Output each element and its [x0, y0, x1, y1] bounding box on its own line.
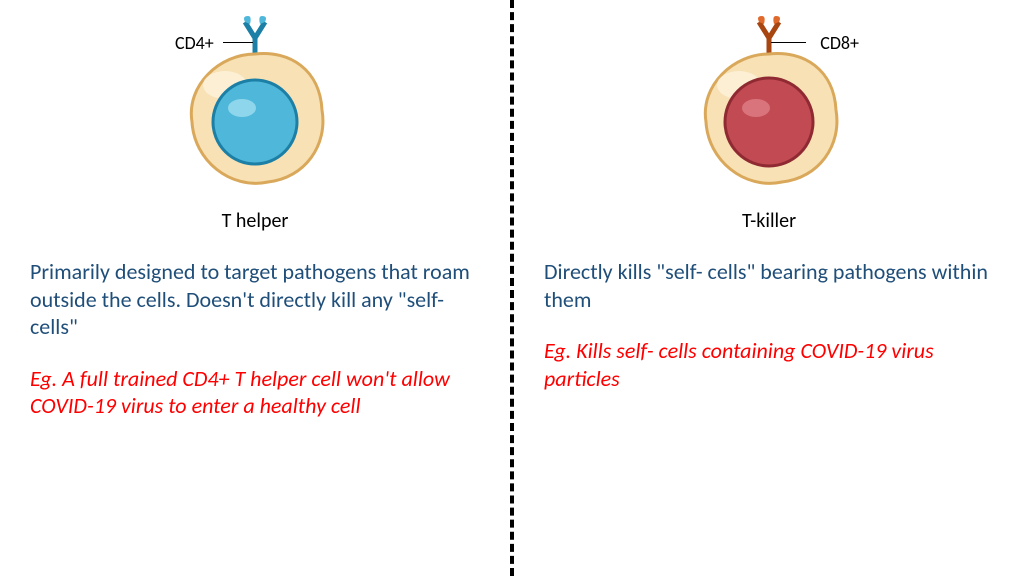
- left-leader-line: [223, 42, 253, 43]
- left-description: Primarily designed to target pathogens t…: [30, 258, 480, 341]
- right-receptor-label: CD8+: [820, 32, 859, 54]
- left-cell-figure: CD4+ T helper: [145, 10, 365, 240]
- left-receptor-label: CD4+: [175, 32, 214, 54]
- left-example: Eg. A full trained CD4+ T helper cell wo…: [30, 365, 480, 420]
- diagram-container: CD4+ T helper: [0, 0, 1024, 576]
- right-leader-line: [771, 42, 806, 43]
- right-description: Directly kills "self- cells" bearing pat…: [544, 258, 994, 313]
- left-cell-name: T helper: [222, 209, 289, 233]
- left-panel: CD4+ T helper: [0, 0, 510, 576]
- right-cell-figure: CD8+ T-killer: [659, 10, 879, 240]
- right-panel: CD8+ T-killer: [514, 0, 1024, 576]
- right-example: Eg. Kills self- cells containing COVID-1…: [544, 337, 994, 392]
- right-cell-name: T-killer: [742, 209, 796, 233]
